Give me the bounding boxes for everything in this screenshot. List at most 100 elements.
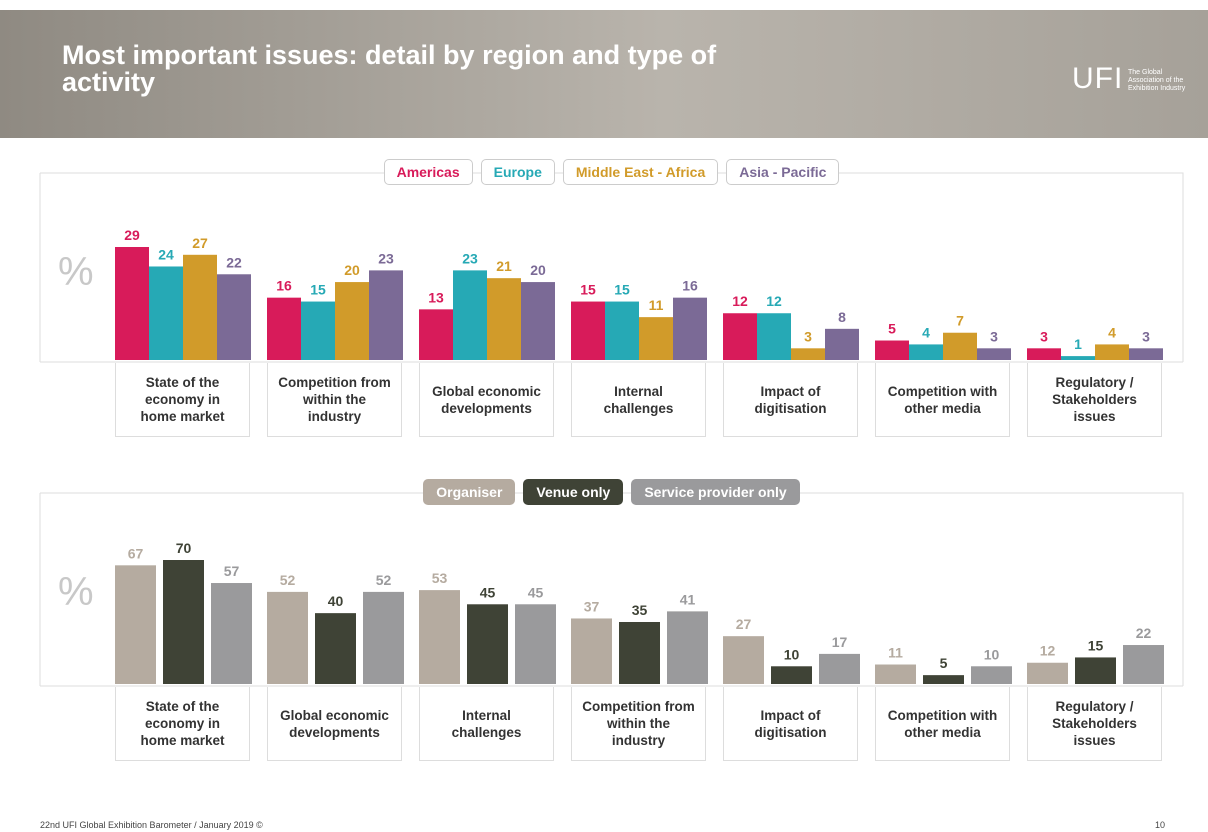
category-label: Global economic developments <box>419 363 554 437</box>
value-label: 67 <box>128 545 144 561</box>
legend-entry: Organiser <box>423 479 515 505</box>
bar <box>971 666 1012 684</box>
legend-entry: Asia - Pacific <box>726 159 839 185</box>
value-label: 4 <box>922 324 930 340</box>
bar <box>267 592 308 684</box>
bar <box>875 341 909 360</box>
value-label: 22 <box>226 254 242 270</box>
page-number: 10 <box>1155 820 1165 830</box>
value-label: 15 <box>310 282 326 298</box>
value-label: 3 <box>804 328 812 344</box>
bar <box>467 604 508 684</box>
value-label: 23 <box>378 250 394 266</box>
value-label: 3 <box>990 328 998 344</box>
legend-entry: Americas <box>384 159 473 185</box>
bar <box>791 348 825 360</box>
bar <box>639 317 673 360</box>
value-label: 37 <box>584 598 600 614</box>
bar <box>571 618 612 684</box>
slide: Most important issues: detail by region … <box>0 0 1208 832</box>
bar <box>875 665 916 684</box>
bar <box>163 560 204 684</box>
value-label: 41 <box>680 591 696 607</box>
bar <box>771 666 812 684</box>
bar <box>909 344 943 360</box>
value-label: 29 <box>124 227 140 243</box>
value-label: 3 <box>1142 328 1150 344</box>
bar <box>183 255 217 360</box>
bar <box>673 298 707 360</box>
value-label: 11 <box>649 297 664 313</box>
bar <box>115 247 149 360</box>
value-label: 15 <box>614 282 630 298</box>
value-label: 53 <box>432 570 448 586</box>
bar <box>723 636 764 684</box>
bar <box>521 282 555 360</box>
value-label: 12 <box>766 293 782 309</box>
bar <box>923 675 964 684</box>
category-label: State of the economy in home market <box>115 363 250 437</box>
bar <box>571 302 605 360</box>
value-label: 7 <box>956 313 964 329</box>
bar <box>267 298 301 360</box>
bar <box>369 270 403 360</box>
bar <box>453 270 487 360</box>
category-label: Internal challenges <box>571 363 706 437</box>
bar <box>419 309 453 360</box>
category-label: Impact of digitisation <box>723 687 858 761</box>
value-label: 8 <box>838 309 846 325</box>
value-label: 15 <box>1088 637 1104 653</box>
bar <box>1129 348 1163 360</box>
value-label: 1 <box>1074 336 1082 352</box>
bar <box>1027 348 1061 360</box>
value-label: 12 <box>732 293 748 309</box>
value-label: 20 <box>530 262 546 278</box>
bar <box>943 333 977 360</box>
value-label: 52 <box>376 572 392 588</box>
value-label: 52 <box>280 572 296 588</box>
bar <box>723 313 757 360</box>
value-label: 3 <box>1040 328 1048 344</box>
category-label: Internal challenges <box>419 687 554 761</box>
category-label: Regulatory / Stakeholders issues <box>1027 687 1162 761</box>
value-label: 40 <box>328 593 344 609</box>
value-label: 5 <box>940 655 948 671</box>
category-label: Competition with other media <box>875 687 1010 761</box>
y-axis-label: % <box>58 250 94 295</box>
value-label: 45 <box>480 584 496 600</box>
bar <box>1123 645 1164 684</box>
category-label: Regulatory / Stakeholders issues <box>1027 363 1162 437</box>
category-label: Global economic developments <box>267 687 402 761</box>
value-label: 21 <box>496 258 512 274</box>
value-label: 12 <box>1040 643 1056 659</box>
value-label: 70 <box>176 540 192 556</box>
category-label: Competition with other media <box>875 363 1010 437</box>
legend-entry: Service provider only <box>631 479 799 505</box>
value-label: 27 <box>736 616 752 632</box>
bar <box>217 274 251 360</box>
bar <box>757 313 791 360</box>
category-label: State of the economy in home market <box>115 687 250 761</box>
bar <box>825 329 859 360</box>
y-axis-label: % <box>58 570 94 615</box>
value-label: 5 <box>888 321 896 337</box>
value-label: 27 <box>192 235 208 251</box>
bar <box>335 282 369 360</box>
value-label: 15 <box>580 282 596 298</box>
bar <box>211 583 252 684</box>
value-label: 57 <box>224 563 240 579</box>
bar <box>667 611 708 684</box>
bar <box>419 590 460 684</box>
bar <box>605 302 639 360</box>
value-label: 23 <box>462 250 478 266</box>
value-label: 11 <box>888 645 903 661</box>
bar <box>819 654 860 684</box>
value-label: 22 <box>1136 625 1152 641</box>
value-label: 16 <box>682 278 698 294</box>
value-label: 13 <box>428 289 444 305</box>
bar <box>1061 356 1095 360</box>
value-label: 20 <box>344 262 360 278</box>
value-label: 45 <box>528 584 544 600</box>
bar <box>977 348 1011 360</box>
